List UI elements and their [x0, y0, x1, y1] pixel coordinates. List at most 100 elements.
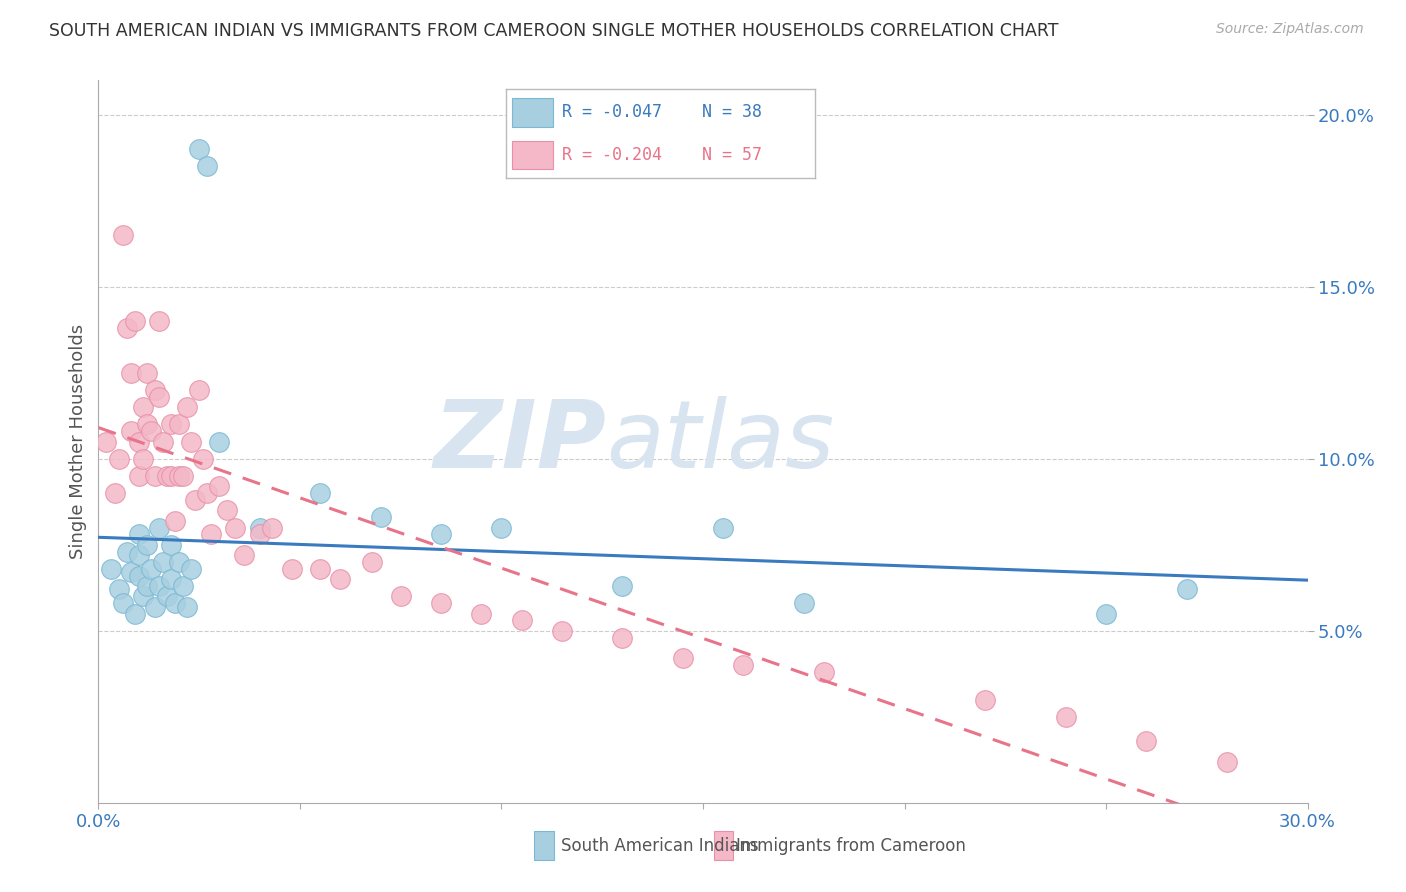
Point [309, 486, 332, 500]
Point [491, 520, 513, 534]
Point [128, 469, 150, 483]
Point [1135, 734, 1157, 748]
Point [135, 366, 157, 380]
Point [612, 631, 634, 645]
Point [163, 514, 186, 528]
Point [160, 417, 183, 432]
Point [188, 142, 211, 156]
Point [208, 434, 231, 449]
Y-axis label: Single Mother Households: Single Mother Households [69, 324, 87, 559]
Point [208, 479, 231, 493]
FancyBboxPatch shape [534, 831, 554, 860]
Point [200, 527, 222, 541]
Point [733, 658, 755, 673]
Point [107, 582, 129, 597]
Point [128, 434, 150, 449]
Point [128, 527, 150, 541]
Point [115, 544, 138, 558]
Point [813, 665, 835, 679]
Point [160, 572, 183, 586]
Point [370, 510, 392, 524]
Point [139, 562, 162, 576]
Point [156, 590, 179, 604]
Point [120, 424, 142, 438]
FancyBboxPatch shape [713, 831, 733, 860]
Point [217, 503, 239, 517]
Point [195, 486, 218, 500]
Point [672, 651, 695, 665]
Point [1175, 582, 1198, 597]
Point [1054, 710, 1077, 724]
Point [176, 400, 198, 414]
Point [128, 568, 150, 582]
Point [135, 538, 157, 552]
Point [612, 579, 634, 593]
Point [167, 555, 190, 569]
Point [470, 607, 492, 621]
Point [111, 228, 134, 243]
Point [143, 383, 166, 397]
Point [184, 493, 207, 508]
Point [1095, 607, 1118, 621]
Point [143, 599, 166, 614]
Text: Immigrants from Cameroon: Immigrants from Cameroon [737, 837, 966, 855]
Point [160, 469, 183, 483]
Point [974, 692, 997, 706]
Point [160, 538, 183, 552]
Point [148, 579, 170, 593]
Point [139, 424, 162, 438]
Point [120, 366, 142, 380]
Point [172, 469, 194, 483]
Point [148, 314, 170, 328]
Point [430, 527, 453, 541]
Point [135, 417, 157, 432]
Point [180, 562, 202, 576]
Point [510, 614, 533, 628]
Point [232, 548, 254, 562]
Point [107, 451, 129, 466]
Point [152, 555, 174, 569]
Point [430, 596, 453, 610]
Text: ZIP: ZIP [433, 395, 606, 488]
Text: South American Indians: South American Indians [561, 837, 758, 855]
Point [793, 596, 815, 610]
Point [115, 321, 138, 335]
Point [172, 579, 194, 593]
Point [361, 555, 384, 569]
Point [111, 596, 134, 610]
Point [249, 520, 271, 534]
Text: R = -0.204    N = 57: R = -0.204 N = 57 [562, 146, 762, 164]
Point [193, 451, 215, 466]
Point [180, 434, 202, 449]
Text: Source: ZipAtlas.com: Source: ZipAtlas.com [1216, 22, 1364, 37]
Point [135, 579, 157, 593]
FancyBboxPatch shape [512, 98, 553, 127]
Point [249, 527, 271, 541]
Point [120, 566, 142, 580]
Point [176, 599, 198, 614]
Text: R = -0.047    N = 38: R = -0.047 N = 38 [562, 103, 762, 121]
Point [148, 520, 170, 534]
Point [132, 590, 155, 604]
Point [124, 314, 146, 328]
Point [1216, 755, 1239, 769]
Point [128, 548, 150, 562]
Point [195, 159, 218, 173]
Point [260, 520, 283, 534]
Point [167, 417, 190, 432]
Text: SOUTH AMERICAN INDIAN VS IMMIGRANTS FROM CAMEROON SINGLE MOTHER HOUSEHOLDS CORRE: SOUTH AMERICAN INDIAN VS IMMIGRANTS FROM… [49, 22, 1059, 40]
Point [152, 434, 174, 449]
Point [551, 624, 574, 638]
Point [132, 451, 155, 466]
FancyBboxPatch shape [512, 141, 553, 169]
Point [103, 486, 125, 500]
Point [143, 469, 166, 483]
Point [96, 434, 118, 449]
Point [188, 383, 211, 397]
Point [163, 596, 186, 610]
Point [132, 400, 155, 414]
Point [711, 520, 734, 534]
Point [281, 562, 304, 576]
Point [389, 590, 412, 604]
Text: atlas: atlas [606, 396, 835, 487]
